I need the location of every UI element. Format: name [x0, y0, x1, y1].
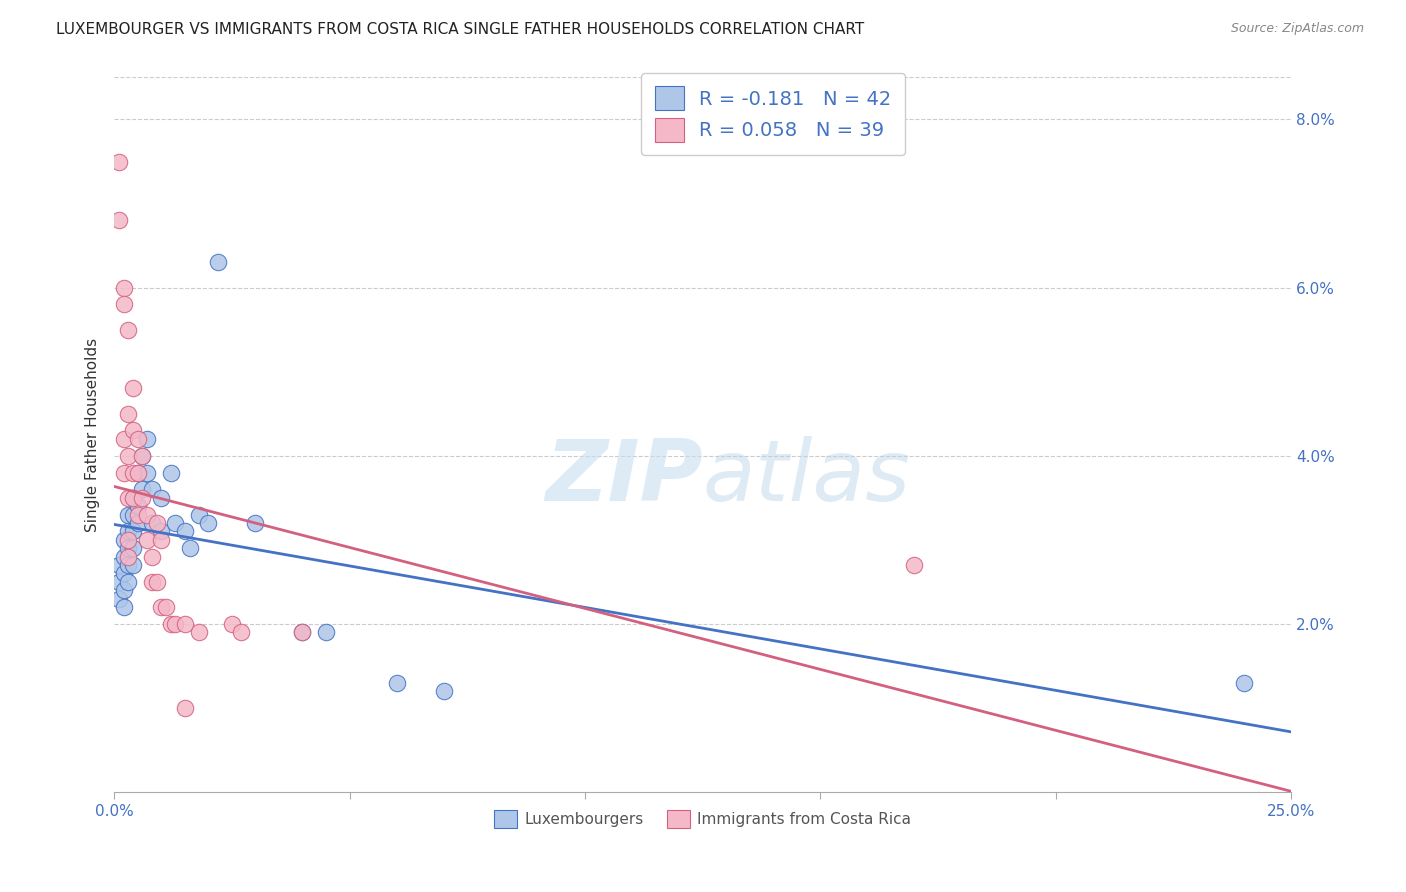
Point	[141, 516, 163, 530]
Point	[122, 508, 145, 522]
Point	[112, 466, 135, 480]
Point	[150, 491, 173, 505]
Point	[117, 541, 139, 556]
Point	[108, 213, 131, 227]
Point	[136, 508, 159, 522]
Point	[108, 574, 131, 589]
Point	[131, 449, 153, 463]
Point	[127, 516, 149, 530]
Point	[131, 483, 153, 497]
Point	[112, 566, 135, 581]
Point	[127, 432, 149, 446]
Point	[122, 491, 145, 505]
Point	[173, 524, 195, 539]
Point	[291, 625, 314, 640]
Point	[117, 558, 139, 572]
Point	[291, 625, 314, 640]
Text: ZIP: ZIP	[546, 436, 703, 519]
Text: atlas: atlas	[703, 436, 911, 519]
Point	[112, 583, 135, 598]
Point	[122, 382, 145, 396]
Point	[108, 154, 131, 169]
Point	[127, 499, 149, 513]
Point	[141, 574, 163, 589]
Point	[1233, 675, 1256, 690]
Point	[165, 616, 187, 631]
Point	[903, 558, 925, 572]
Point	[197, 516, 219, 530]
Point	[155, 600, 177, 615]
Point	[165, 516, 187, 530]
Point	[108, 591, 131, 606]
Point	[145, 516, 167, 530]
Point	[145, 574, 167, 589]
Point	[159, 466, 181, 480]
Point	[150, 533, 173, 547]
Point	[112, 600, 135, 615]
Point	[122, 524, 145, 539]
Legend: Luxembourgers, Immigrants from Costa Rica: Luxembourgers, Immigrants from Costa Ric…	[488, 804, 917, 834]
Point	[122, 541, 145, 556]
Point	[117, 508, 139, 522]
Text: Source: ZipAtlas.com: Source: ZipAtlas.com	[1230, 22, 1364, 36]
Point	[315, 625, 337, 640]
Point	[187, 625, 209, 640]
Y-axis label: Single Father Households: Single Father Households	[86, 338, 100, 532]
Point	[108, 558, 131, 572]
Point	[122, 424, 145, 438]
Point	[173, 701, 195, 715]
Point	[127, 508, 149, 522]
Point	[150, 524, 173, 539]
Point	[112, 549, 135, 564]
Point	[136, 533, 159, 547]
Text: LUXEMBOURGER VS IMMIGRANTS FROM COSTA RICA SINGLE FATHER HOUSEHOLDS CORRELATION : LUXEMBOURGER VS IMMIGRANTS FROM COSTA RI…	[56, 22, 865, 37]
Point	[112, 297, 135, 311]
Point	[385, 675, 408, 690]
Point	[187, 508, 209, 522]
Point	[122, 466, 145, 480]
Point	[117, 323, 139, 337]
Point	[117, 574, 139, 589]
Point	[159, 616, 181, 631]
Point	[131, 449, 153, 463]
Point	[127, 466, 149, 480]
Point	[141, 549, 163, 564]
Point	[150, 600, 173, 615]
Point	[141, 483, 163, 497]
Point	[127, 466, 149, 480]
Point	[136, 432, 159, 446]
Point	[117, 524, 139, 539]
Point	[117, 549, 139, 564]
Point	[136, 466, 159, 480]
Point	[117, 407, 139, 421]
Point	[231, 625, 253, 640]
Point	[131, 491, 153, 505]
Point	[221, 616, 243, 631]
Point	[112, 533, 135, 547]
Point	[112, 432, 135, 446]
Point	[173, 616, 195, 631]
Point	[117, 533, 139, 547]
Point	[117, 449, 139, 463]
Point	[122, 558, 145, 572]
Point	[117, 491, 139, 505]
Point	[122, 491, 145, 505]
Point	[207, 255, 229, 269]
Point	[433, 684, 456, 698]
Point	[112, 280, 135, 294]
Point	[179, 541, 201, 556]
Point	[245, 516, 267, 530]
